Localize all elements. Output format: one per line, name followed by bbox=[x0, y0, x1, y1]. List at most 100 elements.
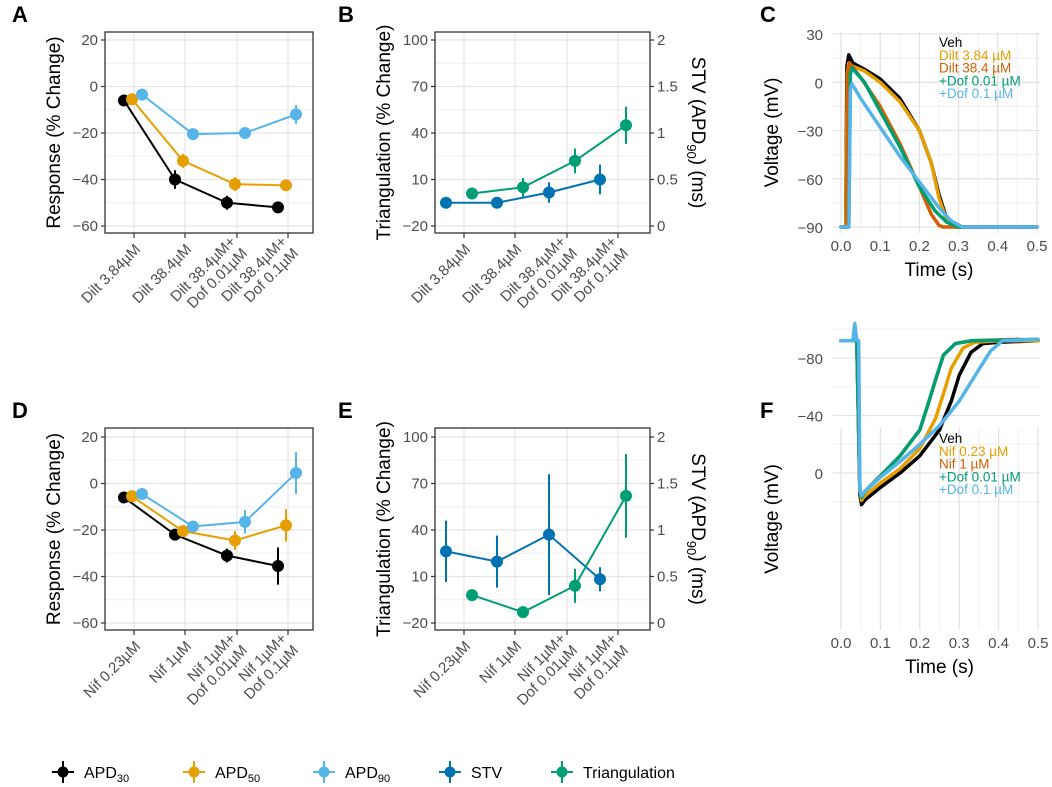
plot-background bbox=[105, 428, 313, 630]
panel-label: A bbox=[12, 2, 28, 27]
y-tick-label: 10 bbox=[411, 569, 428, 586]
x-tick-label: Nif 1µM+Dof 0.1µM bbox=[229, 630, 302, 703]
data-point bbox=[543, 186, 555, 199]
y-tick-label: −40 bbox=[73, 569, 98, 586]
trace-legend-label: +Dof 0.1 µM bbox=[939, 482, 1013, 497]
y-tick-label: −60 bbox=[798, 172, 823, 189]
x-tick-label: 0.0 bbox=[831, 238, 852, 255]
trace-legend-label: Dilt 38.4 µM bbox=[939, 61, 1011, 76]
legend-label: APD90 bbox=[345, 765, 390, 785]
x-tick-label: Nif 1µM+Dof 0.1µM bbox=[559, 630, 632, 703]
y-right-tick-label: 1.5 bbox=[657, 476, 678, 493]
y-right-tick-label: 0.5 bbox=[657, 569, 678, 586]
y-tick-label: −60 bbox=[73, 615, 98, 632]
panel-c: C −90 −60 −30 0 30 0.0 0.1 0.2 0.3 0.4 0.5 Time (s) V… bbox=[760, 2, 1047, 281]
x-tick-label: Nif 0.23µM bbox=[410, 638, 474, 702]
plot-frame bbox=[104, 427, 314, 631]
data-point bbox=[517, 181, 529, 194]
x-tick-label: 0.4 bbox=[987, 238, 1008, 255]
y-tick-label: −40 bbox=[73, 172, 98, 189]
y-tick-label: 20 bbox=[81, 429, 98, 446]
y-tick-label: −40 bbox=[798, 409, 823, 426]
x-tick-label: Nif 0.23µM bbox=[80, 638, 144, 702]
y-tick-label: −60 bbox=[73, 218, 98, 235]
trace-dilt-38-4-m bbox=[839, 61, 1039, 229]
legend-point bbox=[57, 766, 69, 778]
trace-legend-label: Nif 1 µM bbox=[939, 457, 990, 472]
legend-label: APD50 bbox=[215, 765, 260, 785]
x-tick-label: 0.1 bbox=[870, 635, 891, 652]
y-tick-label: 0 bbox=[815, 75, 823, 92]
data-point bbox=[491, 555, 503, 568]
y-tick-label: 30 bbox=[806, 27, 823, 44]
data-point bbox=[187, 520, 199, 533]
series-line bbox=[123, 496, 279, 568]
y-right-tick-label: 1.5 bbox=[657, 79, 678, 96]
trace--dof-0-1-m bbox=[839, 321, 1040, 498]
y-right-tick-label: 2 bbox=[657, 32, 665, 49]
y-axis-title: Voltage (mV) bbox=[762, 78, 783, 188]
data-point bbox=[126, 490, 138, 503]
legend-label: STV bbox=[471, 765, 502, 782]
data-point bbox=[280, 179, 292, 192]
trace-legend-label: Veh bbox=[939, 431, 962, 446]
legend-point bbox=[556, 766, 568, 778]
panel-d: D −60 −40 −20 0 20 Nif 0.23µM Nif 1µM Nif 1µM+Do… bbox=[12, 398, 314, 709]
legend-item-apd90: APD90 bbox=[313, 761, 390, 785]
legend-point bbox=[188, 766, 200, 778]
series-apd50 bbox=[126, 490, 292, 550]
panel-label: B bbox=[338, 2, 354, 27]
series-line bbox=[141, 93, 297, 136]
y-tick-label: −80 bbox=[798, 351, 823, 368]
series-triangulation bbox=[466, 106, 632, 200]
legend-point bbox=[318, 766, 330, 778]
data-point bbox=[221, 549, 233, 562]
y-right-tick-label: 0 bbox=[657, 218, 665, 235]
y-axis-title: Triangulation (% Change) bbox=[374, 25, 395, 241]
plot-frame bbox=[104, 31, 314, 234]
y-tick-label: 70 bbox=[411, 79, 428, 96]
trace-legend-label: +Dof 0.01 µM bbox=[939, 469, 1021, 484]
data-point bbox=[126, 93, 138, 106]
data-point bbox=[239, 127, 251, 139]
y-tick-label: 20 bbox=[81, 32, 98, 49]
series-line bbox=[445, 533, 601, 581]
legend-label: APD30 bbox=[84, 765, 129, 785]
data-point bbox=[620, 119, 632, 132]
data-point bbox=[290, 467, 302, 480]
data-point bbox=[136, 487, 148, 500]
plot-background bbox=[833, 428, 1040, 630]
series-line bbox=[446, 178, 601, 204]
series-line bbox=[131, 98, 287, 187]
data-point bbox=[594, 173, 606, 186]
legend-item-apd30: APD30 bbox=[52, 761, 129, 785]
trace-legend-label: +Dof 0.1 µM bbox=[939, 86, 1013, 101]
y-tick-label: 40 bbox=[411, 125, 428, 142]
series-apd90 bbox=[136, 88, 302, 141]
y-tick-label: −20 bbox=[73, 522, 98, 539]
data-point bbox=[569, 154, 581, 167]
y-tick-label: −20 bbox=[403, 218, 428, 235]
y-tick-label: 10 bbox=[411, 172, 428, 189]
x-axis-title: Time (s) bbox=[905, 260, 974, 281]
y-axis-title: Response (% Change) bbox=[44, 36, 65, 228]
x-tick-label: 0.5 bbox=[1028, 635, 1049, 652]
data-point bbox=[280, 519, 292, 532]
panel-label: F bbox=[760, 398, 773, 423]
legend-item-stv: STV bbox=[439, 761, 502, 783]
y-tick-label: −20 bbox=[73, 125, 98, 142]
trace-legend-label: Dilt 3.84 µM bbox=[939, 48, 1011, 63]
y-tick-label: −20 bbox=[403, 615, 428, 632]
x-tick-label: 0.2 bbox=[909, 238, 930, 255]
series-line bbox=[123, 99, 279, 209]
data-point bbox=[466, 187, 478, 200]
series-apd30 bbox=[118, 94, 284, 214]
y-tick-label: −30 bbox=[798, 124, 823, 141]
y-tick-label: 100 bbox=[403, 32, 428, 49]
y-tick-label: 70 bbox=[411, 476, 428, 493]
data-point bbox=[177, 154, 189, 167]
data-point bbox=[594, 573, 606, 586]
y-axis-title: Triangulation (% Change) bbox=[374, 421, 395, 637]
